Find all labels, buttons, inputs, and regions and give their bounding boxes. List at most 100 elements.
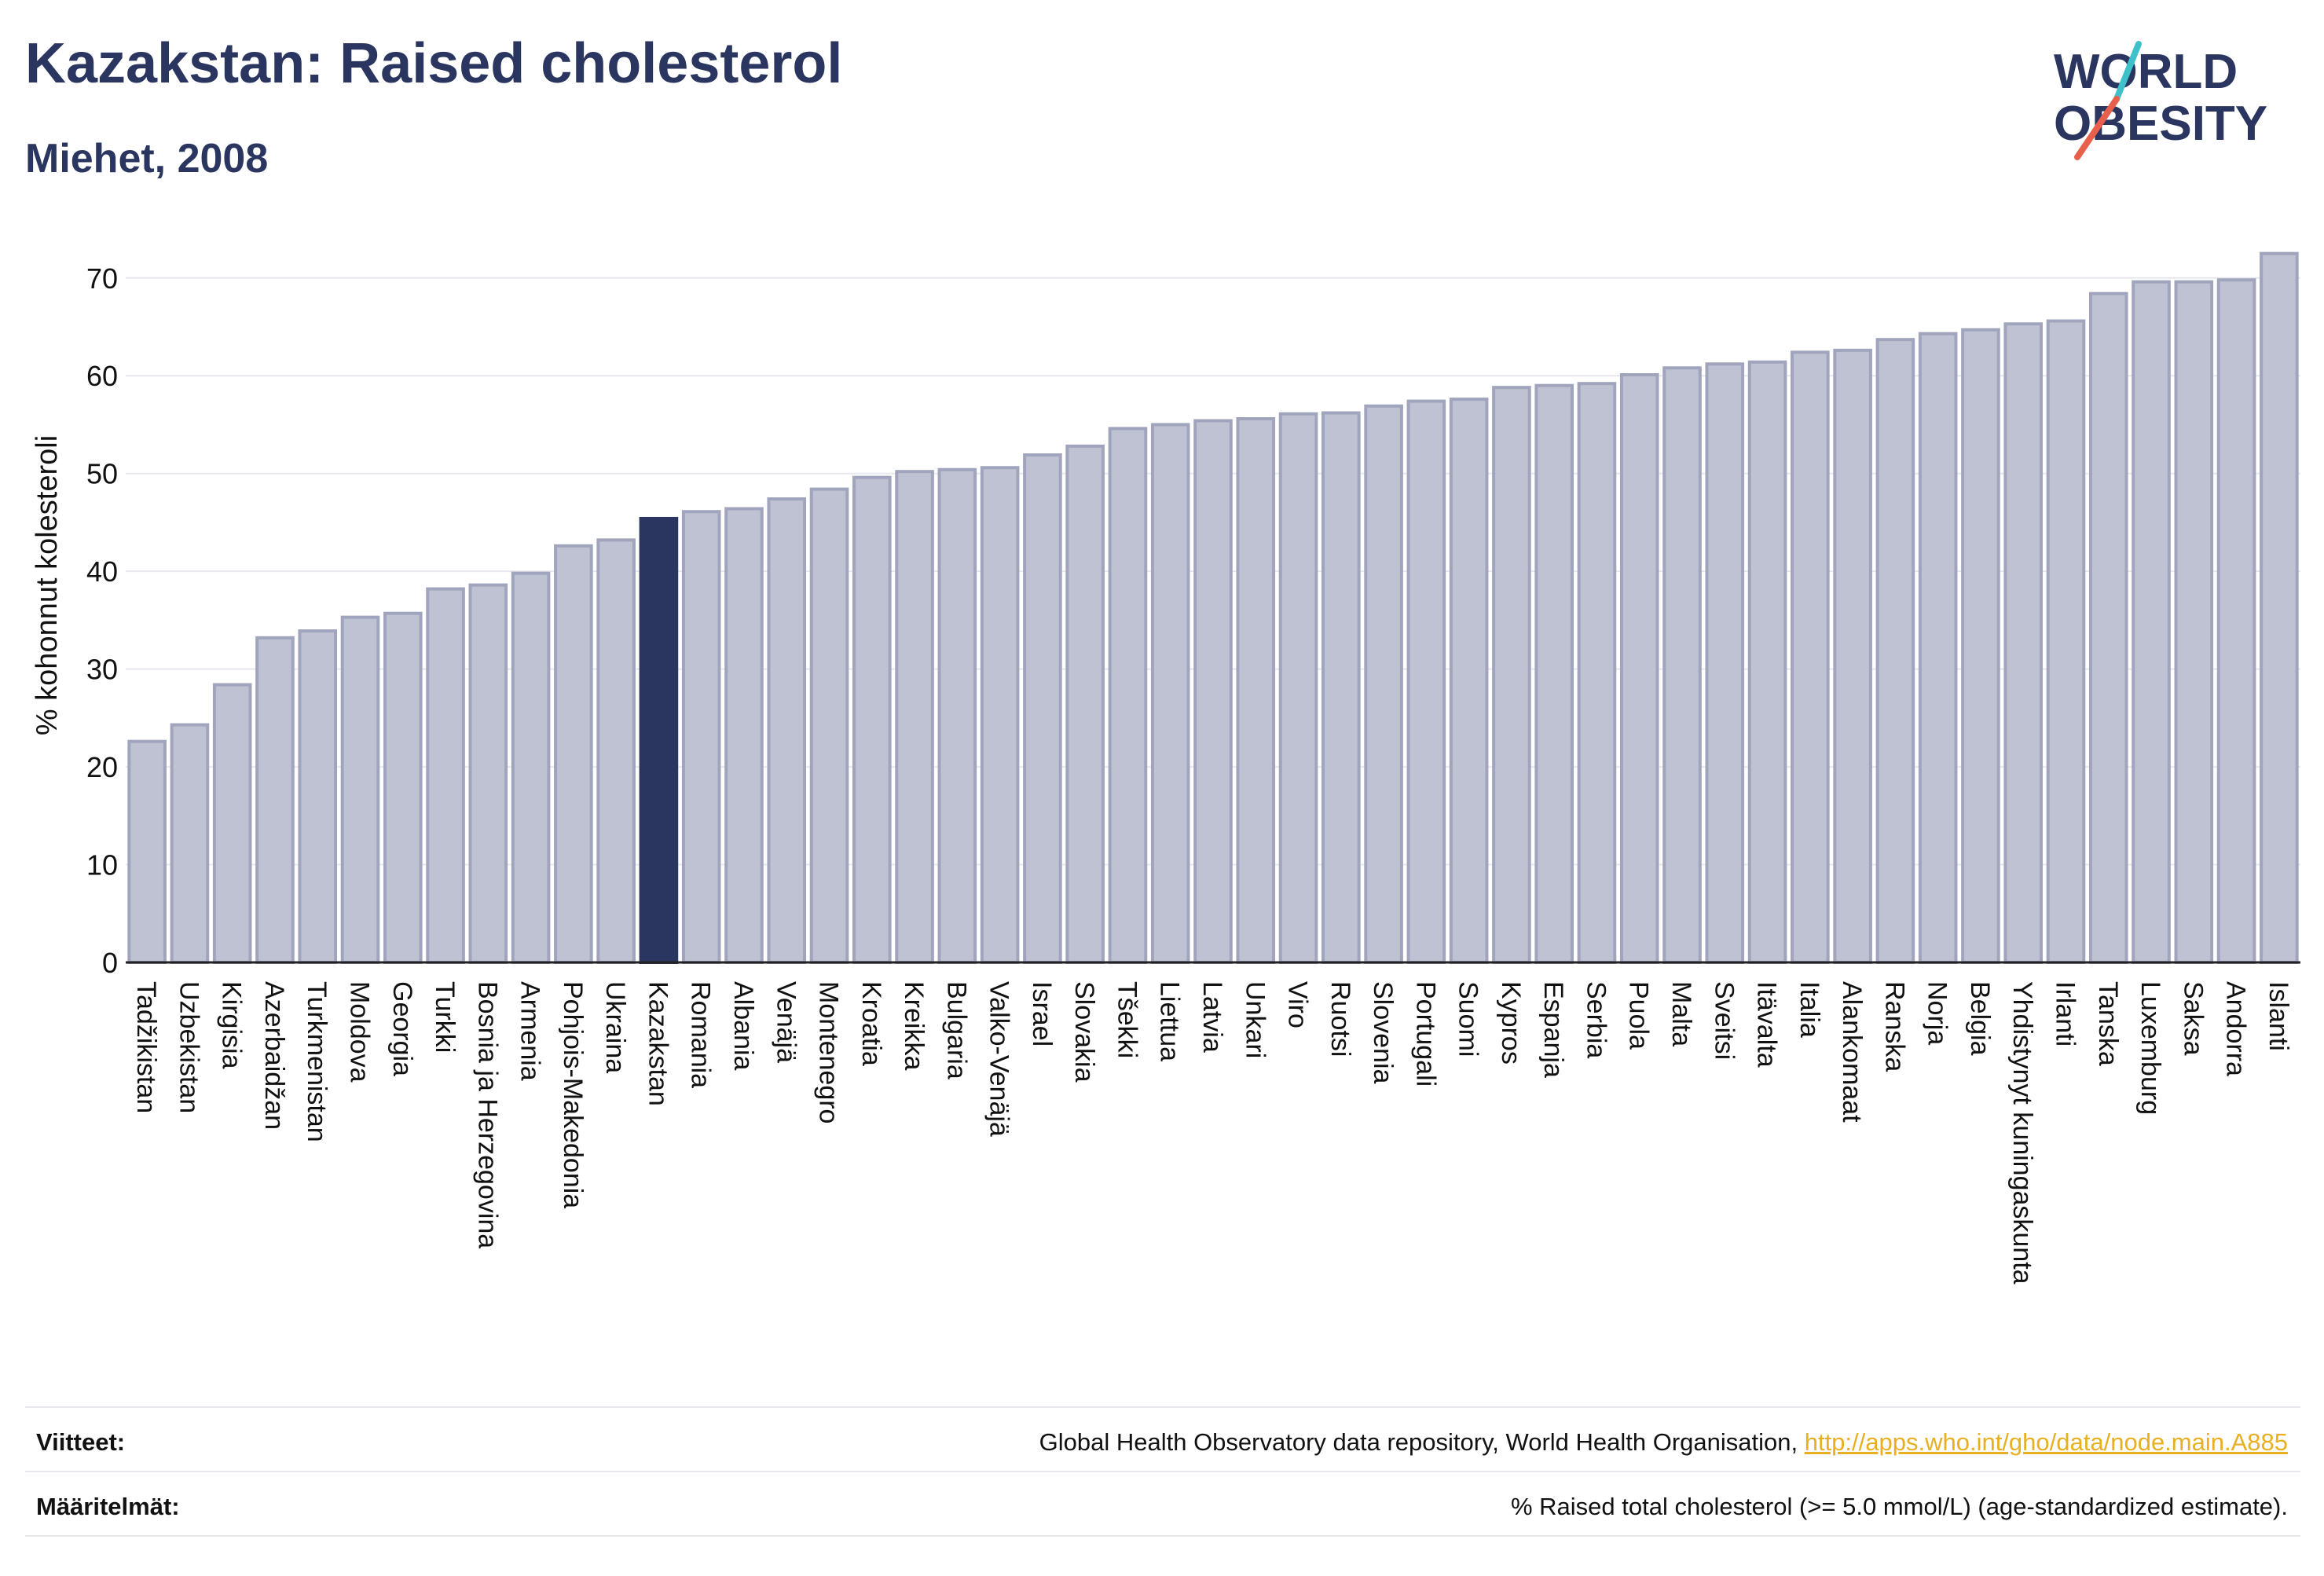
bar bbox=[767, 497, 807, 964]
bar bbox=[554, 544, 593, 964]
x-tick-label: Viro bbox=[1283, 981, 1313, 1028]
x-tick-label: Ruotsi bbox=[1325, 981, 1355, 1057]
x-tick-label: Serbia bbox=[1581, 981, 1611, 1058]
bar bbox=[2174, 280, 2214, 965]
x-tick-label: Norja bbox=[1923, 981, 1952, 1045]
x-tick-label: Portugali bbox=[1410, 981, 1440, 1087]
bar bbox=[980, 466, 1020, 964]
x-tick-label: Tadžikistan bbox=[131, 981, 161, 1113]
axes: 0 10 20 30 40 50 60 70 Tadžikistan Uzbekistan Kirg… bbox=[86, 262, 2300, 1285]
x-tick-label: Venäjä bbox=[771, 981, 801, 1063]
x-tick-label: Armenia bbox=[515, 981, 545, 1081]
y-axis-label: % kohonnut kolesteroli bbox=[31, 435, 64, 735]
bar bbox=[937, 467, 977, 964]
x-tick-label: Tanska bbox=[2093, 981, 2123, 1066]
world-obesity-logo: WORLD OBESITY bbox=[2054, 41, 2267, 160]
x-tick-label: Pohjois-Makedonia bbox=[558, 981, 588, 1208]
y-tick-label: 10 bbox=[86, 849, 118, 881]
x-tick-label: Irlanti bbox=[2050, 981, 2080, 1046]
x-tick-label: Liettua bbox=[1155, 981, 1185, 1061]
bar bbox=[1492, 386, 1531, 964]
bar bbox=[596, 538, 636, 964]
bar bbox=[298, 629, 338, 965]
x-tick-label: Ukraina bbox=[600, 981, 630, 1073]
x-tick-label: Turkmenistan bbox=[302, 981, 332, 1142]
x-tick-label: Moldova bbox=[345, 981, 375, 1083]
y-tick-label: 30 bbox=[86, 654, 118, 686]
x-tick-label: Kirgisia bbox=[217, 981, 247, 1069]
x-tick-label: Kroatia bbox=[856, 981, 886, 1066]
bar bbox=[1619, 372, 1659, 964]
bar bbox=[1875, 338, 1915, 964]
bar bbox=[1278, 412, 1318, 964]
bar bbox=[895, 470, 934, 964]
x-tick-label: Unkari bbox=[1240, 981, 1270, 1058]
x-tick-label: Italia bbox=[1794, 981, 1824, 1038]
bar bbox=[681, 510, 721, 964]
bar bbox=[468, 583, 508, 964]
x-tick-label: Ranska bbox=[1879, 981, 1909, 1072]
bar bbox=[1193, 419, 1233, 964]
bar bbox=[1577, 382, 1617, 964]
footer-divider-top bbox=[25, 1406, 2300, 1408]
bar bbox=[1321, 411, 1361, 964]
bar bbox=[2216, 278, 2256, 965]
page-subtitle: Miehet, 2008 bbox=[25, 136, 269, 181]
bar bbox=[1406, 399, 1446, 964]
x-tick-label: Malta bbox=[1666, 981, 1696, 1046]
x-tick-label: Itävalta bbox=[1752, 981, 1782, 1068]
x-tick-label: Yhdistynyt kuningaskunta bbox=[2007, 981, 2037, 1285]
bars bbox=[127, 251, 2299, 965]
definitions-text: % Raised total cholesterol (>= 5.0 mmol/… bbox=[1510, 1493, 2288, 1520]
x-tick-label: Andorra bbox=[2221, 981, 2251, 1076]
bar bbox=[1108, 427, 1148, 964]
y-tick-label: 60 bbox=[86, 360, 118, 392]
bar bbox=[170, 723, 210, 965]
y-tick-label: 20 bbox=[86, 751, 118, 783]
logo-line1: WORLD bbox=[2054, 45, 2238, 99]
bar bbox=[852, 475, 892, 964]
bar bbox=[1791, 350, 1830, 964]
footer-divider-bottom bbox=[25, 1535, 2300, 1537]
definitions-label: Määritelmät: bbox=[36, 1493, 180, 1520]
logo-slash-top bbox=[2113, 41, 2142, 102]
bar bbox=[2260, 251, 2299, 964]
bar bbox=[1747, 360, 1787, 964]
bar bbox=[2046, 319, 2086, 964]
bar bbox=[1236, 417, 1276, 964]
x-tick-label: Slovakia bbox=[1069, 981, 1099, 1083]
y-tick-label: 50 bbox=[86, 458, 118, 490]
x-tick-label: Uzbekistan bbox=[174, 981, 203, 1113]
y-tick-label: 70 bbox=[86, 262, 118, 295]
x-tick-label: Luxemburg bbox=[2135, 981, 2165, 1115]
bar-chart: 0 10 20 30 40 50 60 70 Tadžikistan Uzbekistan Kirg… bbox=[31, 251, 2300, 1285]
x-tick-label: Kazakstan bbox=[643, 981, 673, 1106]
x-tick-label: Georgia bbox=[387, 981, 417, 1076]
x-tick-label: Tšekki bbox=[1112, 981, 1142, 1058]
bar bbox=[1449, 398, 1489, 964]
bar bbox=[1961, 328, 2000, 964]
sources-link[interactable]: http://apps.who.int/gho/data/node.main.A… bbox=[1804, 1428, 2288, 1456]
sources-label: Viitteet: bbox=[36, 1428, 126, 1456]
bar bbox=[511, 571, 551, 965]
x-tick-label: Espanja bbox=[1538, 981, 1568, 1078]
bar bbox=[383, 611, 423, 965]
sources-text: Global Health Observatory data repositor… bbox=[1039, 1428, 2288, 1457]
bar bbox=[1833, 348, 1872, 964]
bar bbox=[1023, 453, 1062, 964]
x-tick-label: Kreikka bbox=[899, 981, 929, 1070]
bar bbox=[1705, 362, 1745, 964]
x-tick-label: Azerbaidžan bbox=[259, 981, 289, 1130]
logo-slash-bottom bbox=[2074, 96, 2120, 160]
x-tick-label: Israel bbox=[1027, 981, 1057, 1046]
x-tick-label: Romania bbox=[686, 981, 716, 1088]
bar bbox=[809, 487, 849, 964]
page-title: Kazakstan: Raised cholesterol bbox=[25, 32, 843, 95]
x-tick-label: Puola bbox=[1624, 981, 1654, 1050]
x-tick-label: Suomi bbox=[1453, 981, 1483, 1057]
x-tick-label: Kypros bbox=[1496, 981, 1526, 1065]
x-tick-label: Turkki bbox=[430, 981, 460, 1053]
x-tick-label: Latvia bbox=[1197, 981, 1227, 1053]
x-tick-label: Bosnia ja Herzegovina bbox=[472, 981, 502, 1248]
bar bbox=[1534, 383, 1574, 964]
